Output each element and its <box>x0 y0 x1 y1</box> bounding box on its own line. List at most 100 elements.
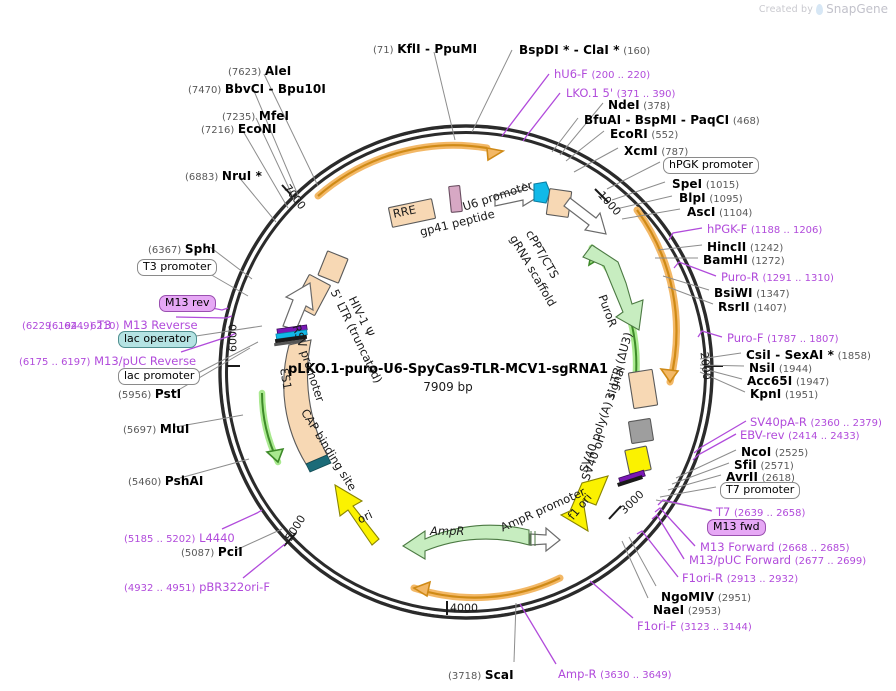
enzyme-name: NcoI <box>741 445 772 459</box>
primer-label[interactable]: M13/pUC Forward (2677 .. 2699) <box>689 554 867 567</box>
primer-label[interactable]: F1ori-R (2913 .. 2932) <box>682 572 798 585</box>
primer-range: (3630 .. 3649) <box>600 670 672 681</box>
feature-box-label[interactable]: hPGK promoter <box>663 157 759 174</box>
primer-label[interactable]: (5185 .. 5202) L4440 <box>124 532 235 545</box>
enzyme-label[interactable]: BsiWI (1347) <box>714 287 790 300</box>
primer-label[interactable]: F1ori-F (3123 .. 3144) <box>637 620 752 633</box>
enzyme-name: AscI <box>687 205 716 219</box>
primer-label[interactable]: Puro-F (1787 .. 1807) <box>727 332 839 345</box>
primer-name: T3 <box>97 318 112 332</box>
enzyme-label[interactable]: CsiI - SexAI * (1858) <box>746 349 871 362</box>
coordinate-tick-label: 6000 <box>226 324 240 352</box>
enzyme-label[interactable]: NgoMIV (2951) <box>661 591 751 604</box>
enzyme-position: (3718) <box>448 671 482 682</box>
primer-range: (4932 .. 4951) <box>124 583 196 594</box>
inner-feature-label[interactable]: AmpR <box>430 524 465 538</box>
enzyme-name: NruI * <box>221 169 262 183</box>
enzyme-label[interactable]: XcmI (787) <box>624 145 688 158</box>
primer-label[interactable]: Puro-R (1291 .. 1310) <box>721 270 834 284</box>
primer-label[interactable]: SV40pA-R (2360 .. 2379) <box>750 416 882 429</box>
feature-arc-green-ori <box>380 271 399 297</box>
enzyme-label[interactable]: BfuAI - BspMI - PaqCI (468) <box>584 114 760 127</box>
enzyme-position: (7216) <box>201 125 235 136</box>
primer-range: (1188 .. 1206) <box>750 225 823 236</box>
feature-box-label[interactable]: M13 rev <box>159 295 216 312</box>
primer-label[interactable]: EBV-rev (2414 .. 2433) <box>740 429 860 442</box>
primer-range: (5185 .. 5202) <box>124 534 196 545</box>
enzyme-label[interactable]: NdeI (378) <box>608 99 670 112</box>
enzyme-name: NaeI <box>653 603 685 617</box>
primer-name: pBR322ori-F <box>199 580 270 594</box>
enzyme-label[interactable]: (71) KflI - PpuMI <box>373 43 477 56</box>
enzyme-label[interactable]: NsiI (1944) <box>749 362 812 375</box>
primer-label[interactable]: M13 Forward (2668 .. 2685) <box>700 541 850 554</box>
primer-label[interactable]: (6194 .. 6210) M13 Reverse <box>48 319 198 332</box>
enzyme-label[interactable]: (5697) MluI <box>123 423 189 436</box>
enzyme-position: (552) <box>651 130 679 141</box>
feature-rsv-promoter-arrow <box>282 282 314 331</box>
feature-box-label[interactable]: lac operator <box>118 331 197 348</box>
enzyme-name: NsiI <box>749 361 776 375</box>
enzyme-name: PstI <box>154 387 182 401</box>
enzyme-name: BbvCI - Bpu10I <box>224 82 326 96</box>
primer-label[interactable]: (4932 .. 4951) pBR322ori-F <box>124 580 270 594</box>
enzyme-label[interactable]: NcoI (2525) <box>741 446 808 459</box>
primer-label[interactable]: (6175 .. 6197) M13/pUC Reverse <box>19 354 197 368</box>
primer-label[interactable]: T7 (2639 .. 2658) <box>716 506 805 519</box>
enzyme-label[interactable]: RsrII (1407) <box>718 301 787 314</box>
enzyme-label[interactable]: (6883) NruI * <box>185 170 262 183</box>
primer-name: hU6-F <box>554 67 588 81</box>
enzyme-label[interactable]: (7216) EcoNI <box>201 123 276 136</box>
enzyme-label[interactable]: (6367) SphI <box>148 243 216 256</box>
primer-range: (6194 .. 6210) <box>48 321 120 332</box>
primer-label[interactable]: LKO.1 5' (371 .. 390) <box>566 86 675 100</box>
enzyme-label[interactable]: BlpI (1095) <box>679 192 743 205</box>
enzyme-label[interactable]: SpeI (1015) <box>672 178 739 191</box>
enzyme-position: (1272) <box>751 256 785 267</box>
enzyme-label[interactable]: AvrII (2618) <box>726 471 795 484</box>
enzyme-position: (5087) <box>181 548 215 559</box>
enzyme-label[interactable]: NaeI (2953) <box>653 604 721 617</box>
feature-box-label[interactable]: M13 fwd <box>707 519 766 536</box>
enzyme-label[interactable]: (5956) PstI <box>118 388 181 401</box>
enzyme-position: (468) <box>732 116 760 127</box>
feature-box-label[interactable]: T7 promoter <box>720 482 801 499</box>
enzyme-name: EcoNI <box>237 122 277 136</box>
enzyme-label[interactable]: BamHI (1272) <box>703 254 785 267</box>
primer-name: M13/pUC Reverse <box>94 354 197 368</box>
primer-label[interactable]: hU6-F (200 .. 220) <box>554 67 650 81</box>
enzyme-position: (2618) <box>761 473 795 484</box>
enzyme-position: (1347) <box>756 289 790 300</box>
enzyme-position: (160) <box>623 46 651 57</box>
enzyme-label[interactable]: SfiI (2571) <box>734 459 794 472</box>
enzyme-label[interactable]: AscI (1104) <box>687 206 752 219</box>
snapgene-watermark: Created by SnapGene <box>759 2 888 16</box>
primer-range: (2677 .. 2699) <box>794 556 867 567</box>
enzyme-label[interactable]: (5087) PciI <box>181 546 243 559</box>
feature-box-label[interactable]: lac promoter <box>118 368 201 385</box>
primer-label[interactable]: Amp-R (3630 .. 3649) <box>558 668 672 681</box>
primer-range: (6229 .. 6249) <box>22 321 94 332</box>
enzyme-label[interactable]: BspDI * - ClaI * (160) <box>519 44 650 57</box>
feature-cppt-box <box>533 181 551 204</box>
enzyme-position: (1242) <box>750 243 784 254</box>
enzyme-label[interactable]: (7470) BbvCI - Bpu10I <box>188 83 326 96</box>
primer-label[interactable]: hPGK-F (1188 .. 1206) <box>707 223 823 236</box>
primer-label[interactable]: (6229 .. 6249) T3 <box>22 318 112 332</box>
enzyme-label[interactable]: (7623) AleI <box>228 65 291 78</box>
feature-box-label[interactable]: T3 promoter <box>137 259 218 276</box>
enzyme-position: (2571) <box>760 461 794 472</box>
enzyme-label[interactable]: Acc65I (1947) <box>747 375 829 388</box>
enzyme-label[interactable]: (5460) PshAI <box>128 475 203 488</box>
enzyme-label[interactable]: HincII (1242) <box>707 241 783 254</box>
enzyme-label[interactable]: (7235) MfeI <box>222 110 289 123</box>
enzyme-name: MluI <box>159 422 190 436</box>
enzyme-label[interactable]: EcoRI (552) <box>610 128 678 141</box>
primer-name: LKO.1 5' <box>566 86 614 100</box>
enzyme-label[interactable]: (3718) ScaI <box>448 669 514 682</box>
enzyme-label[interactable]: KpnI (1951) <box>750 388 818 401</box>
enzyme-position: (5697) <box>123 425 157 436</box>
primer-name: Puro-R <box>721 270 759 284</box>
enzyme-position: (2951) <box>717 593 752 604</box>
